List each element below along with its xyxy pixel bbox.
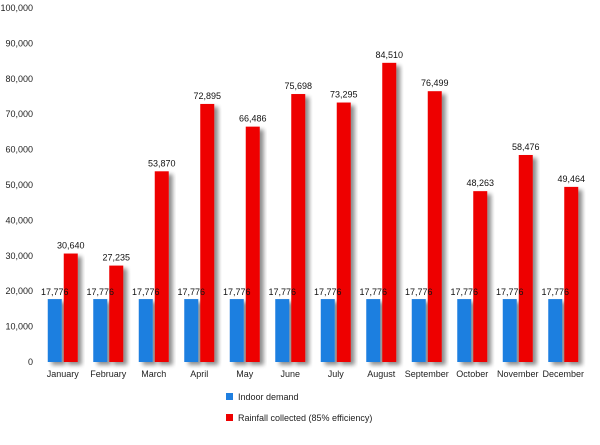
x-tick-label: November: [497, 369, 539, 379]
x-tick-label: January: [47, 369, 80, 379]
y-tick-label: 20,000: [5, 286, 33, 296]
data-label-indoor-demand: 17,776: [359, 287, 387, 297]
data-label-indoor-demand: 17,776: [314, 287, 342, 297]
legend-swatch-rainfall: [226, 414, 233, 421]
x-tick-label: December: [542, 369, 584, 379]
bar-rainfall: [154, 171, 169, 362]
bar-rainfall: [518, 154, 533, 362]
bars: [47, 62, 579, 363]
data-label-rainfall: 84,510: [375, 50, 403, 60]
data-label-rainfall: 27,235: [102, 253, 130, 263]
data-label-rainfall: 72,895: [193, 91, 221, 101]
x-tick-label: October: [456, 369, 488, 379]
data-label-indoor-demand: 17,776: [132, 287, 160, 297]
bar-rainfall: [200, 103, 215, 363]
legend: Indoor demand Rainfall collected (85% ef…: [226, 392, 372, 423]
x-tick-label: May: [236, 369, 254, 379]
bar-rainfall: [63, 253, 78, 362]
data-label-indoor-demand: 17,776: [496, 287, 524, 297]
data-label-indoor-demand: 17,776: [541, 287, 569, 297]
x-tick-label: July: [328, 369, 345, 379]
y-tick-label: 60,000: [5, 145, 33, 155]
bar-rainfall: [109, 265, 124, 362]
data-label-indoor-demand: 17,776: [177, 287, 205, 297]
y-tick-label: 70,000: [5, 109, 33, 119]
x-tick-label: March: [141, 369, 166, 379]
bar-indoor-demand: [502, 299, 517, 362]
bar-indoor-demand: [47, 299, 62, 362]
bar-indoor-demand: [411, 299, 426, 362]
y-tick-label: 0: [28, 357, 33, 367]
data-label-indoor-demand: 17,776: [86, 287, 114, 297]
x-tick-label: June: [280, 369, 300, 379]
data-label-rainfall: 30,640: [57, 241, 85, 251]
bar-rainfall: [564, 186, 579, 362]
bar-rainfall: [245, 126, 260, 362]
y-tick-label: 100,000: [0, 3, 33, 13]
bar-indoor-demand: [184, 299, 199, 362]
data-label-rainfall: 48,263: [466, 178, 494, 188]
y-tick-label: 50,000: [5, 180, 33, 190]
bar-indoor-demand: [138, 299, 153, 362]
bar-rainfall: [473, 191, 488, 362]
bar-indoor-demand: [229, 299, 244, 362]
data-label-rainfall: 58,476: [512, 142, 540, 152]
y-tick-label: 40,000: [5, 215, 33, 225]
bar-indoor-demand: [93, 299, 108, 362]
legend-label-indoor-demand: Indoor demand: [238, 392, 299, 402]
bar-indoor-demand: [366, 299, 381, 362]
bar-rainfall: [427, 91, 442, 362]
x-tick-label: August: [367, 369, 396, 379]
x-tick-label: February: [90, 369, 127, 379]
bar-indoor-demand: [548, 299, 563, 362]
y-axis: 0 10,000 20,000 30,000 40,000 50,000 60,000 70,…: [0, 3, 33, 367]
x-tick-label: April: [190, 369, 208, 379]
data-label-indoor-demand: 17,776: [268, 287, 296, 297]
data-label-indoor-demand: 17,776: [223, 287, 251, 297]
data-label-rainfall: 73,295: [330, 90, 358, 100]
bar-rainfall: [291, 94, 306, 362]
bar-indoor-demand: [275, 299, 290, 362]
data-label-rainfall: 49,464: [557, 174, 585, 184]
data-label-rainfall: 76,499: [421, 78, 449, 88]
bar-indoor-demand: [457, 299, 472, 362]
legend-label-rainfall: Rainfall collected (85% efficiency): [238, 413, 372, 423]
bar-rainfall: [336, 102, 351, 362]
data-label-rainfall: 53,870: [148, 158, 176, 168]
data-label-indoor-demand: 17,776: [450, 287, 478, 297]
data-label-indoor-demand: 17,776: [405, 287, 433, 297]
bar-rainfall: [382, 62, 397, 363]
data-label-rainfall: 75,698: [284, 81, 312, 91]
y-tick-label: 90,000: [5, 38, 33, 48]
y-tick-label: 80,000: [5, 74, 33, 84]
x-tick-label: September: [405, 369, 449, 379]
y-tick-label: 10,000: [5, 322, 33, 332]
data-label-rainfall: 66,486: [239, 114, 267, 124]
bar-indoor-demand: [320, 299, 335, 362]
data-labels: 17,776 30,640 17,776 27,235 17,776 53,870 17,7…: [41, 50, 585, 297]
y-tick-label: 30,000: [5, 251, 33, 261]
data-label-indoor-demand: 17,776: [41, 287, 69, 297]
x-axis-categories: January February March April May June July Augu…: [47, 369, 584, 379]
legend-swatch-indoor-demand: [226, 393, 233, 400]
